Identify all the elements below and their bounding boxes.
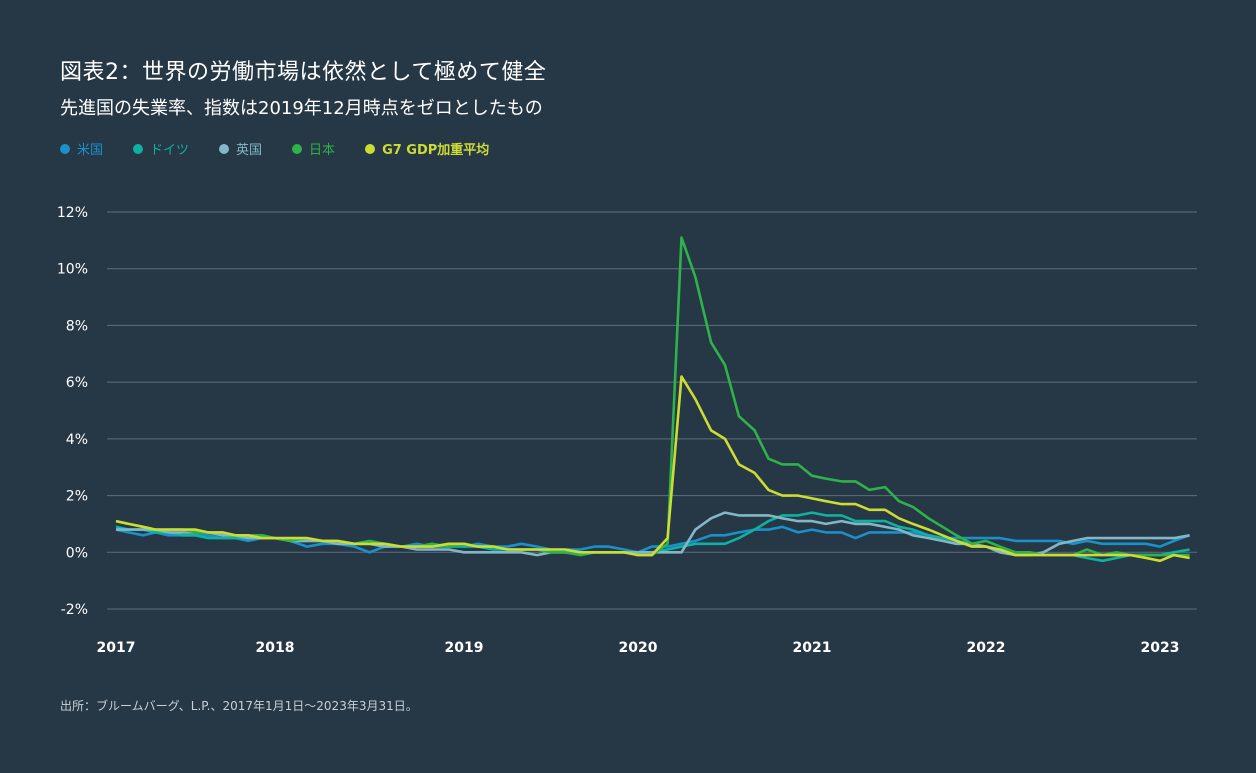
y-tick-label: 8% xyxy=(66,318,88,334)
series-line xyxy=(115,375,1190,563)
y-tick-label: -2% xyxy=(61,602,88,618)
y-tick-label: 4% xyxy=(66,432,88,448)
legend-swatch xyxy=(292,143,303,154)
x-tick-label: 2022 xyxy=(967,640,1006,656)
chart-subtitle: 先進国の失業率、指数は2019年12月時点をゼロとしたもの xyxy=(60,98,543,119)
y-tick-label: 6% xyxy=(66,375,88,391)
legend-item: 米国 xyxy=(60,139,103,158)
y-tick-label: 0% xyxy=(66,545,88,561)
x-tick-label: 2018 xyxy=(256,640,295,656)
x-tick-label: 2017 xyxy=(97,640,136,656)
source-note: 出所：ブルームバーグ、L.P.、2017年1月1日～2023年3月31日。 xyxy=(60,699,418,713)
legend: 米国 ドイツ 英国 日本 G7 GDP加重平均 xyxy=(60,139,519,158)
series-line xyxy=(115,236,1190,557)
x-tick-label: 2019 xyxy=(445,640,484,656)
x-tick-label: 2023 xyxy=(1141,640,1180,656)
legend-label: G7 GDP加重平均 xyxy=(382,143,490,158)
legend-label: 米国 xyxy=(77,143,104,158)
legend-item: ドイツ xyxy=(133,139,189,158)
legend-swatch xyxy=(60,143,70,154)
chart-title: 図表2：世界の労働市場は依然として極めて健全 xyxy=(60,60,547,85)
series-line xyxy=(116,511,1190,557)
y-tick-label: 10% xyxy=(57,262,88,278)
legend-label: 日本 xyxy=(309,143,336,158)
legend-swatch xyxy=(365,143,376,154)
legend-label: ドイツ xyxy=(150,143,190,158)
legend-item: 日本 xyxy=(292,139,335,158)
legend-label: 英国 xyxy=(236,143,263,158)
y-tick-label: 2% xyxy=(66,489,88,505)
x-tick-label: 2020 xyxy=(619,640,658,656)
y-tick-label: 12% xyxy=(57,205,88,221)
legend-item: 英国 xyxy=(219,139,262,158)
x-tick-label: 2021 xyxy=(793,640,832,656)
legend-swatch xyxy=(133,143,144,154)
legend-item: G7 GDP加重平均 xyxy=(365,139,489,158)
legend-swatch xyxy=(219,143,230,154)
